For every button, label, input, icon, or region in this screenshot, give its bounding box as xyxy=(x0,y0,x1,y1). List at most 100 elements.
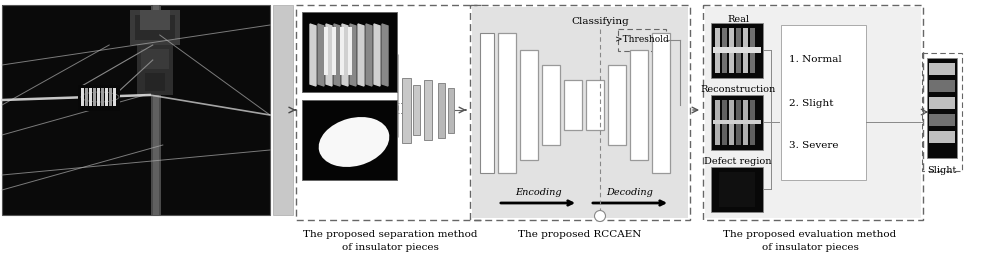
Bar xyxy=(324,27,328,75)
Bar xyxy=(713,47,761,53)
Bar xyxy=(715,28,720,73)
Bar xyxy=(743,100,748,145)
Bar xyxy=(743,28,748,73)
Bar xyxy=(470,5,690,220)
Circle shape xyxy=(594,210,606,221)
Text: 1. Normal: 1. Normal xyxy=(789,56,842,65)
Text: Decoding: Decoding xyxy=(607,188,653,197)
Text: Slight: Slight xyxy=(927,166,957,175)
Bar xyxy=(711,167,763,212)
Text: Classifying: Classifying xyxy=(571,17,629,26)
Bar xyxy=(113,88,116,106)
Bar xyxy=(2,5,270,215)
Polygon shape xyxy=(358,24,364,86)
Bar xyxy=(145,73,165,91)
Bar xyxy=(711,23,763,78)
Bar xyxy=(750,100,755,145)
Bar xyxy=(402,78,411,143)
Bar xyxy=(929,131,955,143)
Bar xyxy=(101,88,104,106)
Bar xyxy=(480,33,494,173)
Bar xyxy=(922,53,962,171)
Text: Encoding: Encoding xyxy=(515,188,561,197)
Text: 2. Slight: 2. Slight xyxy=(789,99,834,108)
Bar xyxy=(151,5,161,215)
Text: Defect region: Defect region xyxy=(704,157,772,166)
Bar xyxy=(109,88,112,106)
Bar xyxy=(296,5,481,220)
Polygon shape xyxy=(366,24,372,86)
Bar xyxy=(2,5,136,215)
Bar xyxy=(705,7,921,218)
Text: Reconstruction: Reconstruction xyxy=(700,85,776,94)
Bar xyxy=(130,10,180,45)
Bar xyxy=(652,33,670,173)
Bar xyxy=(302,100,397,180)
Bar xyxy=(85,88,88,106)
Bar xyxy=(93,88,96,106)
Bar xyxy=(89,88,92,106)
Bar xyxy=(78,85,120,111)
Polygon shape xyxy=(382,24,388,86)
Bar xyxy=(722,100,727,145)
Bar xyxy=(348,27,352,75)
Bar xyxy=(332,27,336,75)
Bar xyxy=(105,88,108,106)
Ellipse shape xyxy=(319,117,389,167)
Bar xyxy=(713,120,761,124)
Polygon shape xyxy=(334,24,340,86)
Bar xyxy=(413,85,420,135)
Bar xyxy=(520,50,538,160)
Polygon shape xyxy=(350,24,356,86)
Bar xyxy=(719,172,755,207)
Bar xyxy=(722,28,727,73)
Text: The proposed evaluation method
of insulator pieces: The proposed evaluation method of insula… xyxy=(723,230,897,251)
Bar xyxy=(564,80,582,130)
Bar xyxy=(715,100,720,145)
Text: The proposed separation method
of insulator pieces: The proposed separation method of insula… xyxy=(303,230,477,251)
Bar xyxy=(542,65,560,145)
Bar xyxy=(135,15,175,40)
Polygon shape xyxy=(310,24,316,86)
Bar xyxy=(608,65,626,145)
Polygon shape xyxy=(318,24,324,86)
Bar xyxy=(153,5,159,215)
Bar xyxy=(929,63,955,75)
Polygon shape xyxy=(342,24,348,86)
Bar xyxy=(736,28,741,73)
Bar xyxy=(729,100,734,145)
Bar xyxy=(703,5,923,220)
Text: >Threshold: >Threshold xyxy=(615,36,669,45)
Bar xyxy=(137,45,173,95)
Polygon shape xyxy=(326,24,332,86)
Bar xyxy=(729,28,734,73)
Bar xyxy=(140,10,170,30)
Bar xyxy=(81,88,84,106)
Text: The proposed RCCAEN: The proposed RCCAEN xyxy=(518,230,642,239)
Text: 3. Severe: 3. Severe xyxy=(789,141,838,150)
Bar xyxy=(927,58,957,158)
Bar xyxy=(929,114,955,126)
Text: Real: Real xyxy=(727,15,749,24)
Bar xyxy=(424,80,432,140)
Bar xyxy=(711,95,763,150)
Bar xyxy=(141,49,169,69)
Bar xyxy=(472,7,688,218)
Bar xyxy=(736,100,741,145)
Bar xyxy=(273,5,293,215)
Bar xyxy=(929,80,955,92)
Bar xyxy=(498,33,516,173)
Bar xyxy=(302,12,397,92)
Bar xyxy=(438,83,445,138)
Bar xyxy=(448,88,454,133)
Bar xyxy=(97,88,100,106)
Bar xyxy=(929,97,955,109)
Bar xyxy=(750,28,755,73)
Bar xyxy=(630,50,648,160)
Bar xyxy=(340,27,344,75)
Text: −: − xyxy=(596,211,604,221)
Bar xyxy=(586,80,604,130)
Bar xyxy=(618,29,666,51)
Bar xyxy=(781,25,866,180)
Polygon shape xyxy=(374,24,380,86)
